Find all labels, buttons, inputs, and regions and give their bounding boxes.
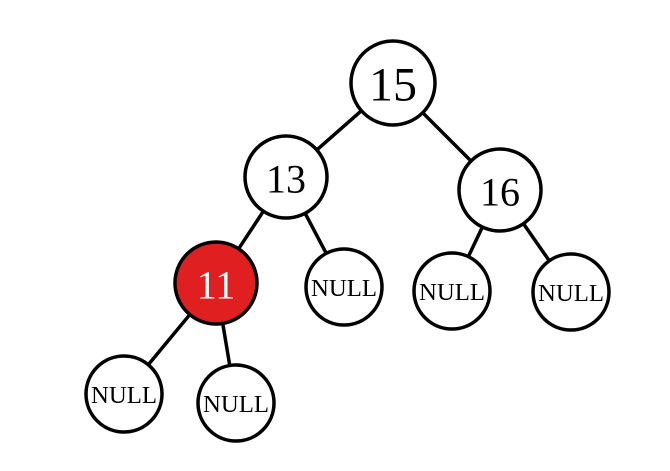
node-circle-n15 bbox=[349, 39, 437, 127]
node-label-n13r: NULL bbox=[311, 276, 377, 302]
node-circle-n16r bbox=[531, 252, 611, 332]
node-circle-n16l bbox=[412, 251, 492, 331]
node-label-n11l: NULL bbox=[91, 383, 157, 409]
edge-n16-n16r bbox=[521, 221, 552, 263]
node-label-n16r: NULL bbox=[538, 281, 604, 307]
edge-n16-n16l bbox=[466, 225, 485, 259]
tree-node-n11l: NULL bbox=[84, 354, 164, 434]
node-circle-n11l bbox=[84, 354, 164, 434]
node-label-n15: 15 bbox=[369, 59, 417, 112]
tree-node-n13r: NULL bbox=[304, 247, 384, 327]
tree-nodes: 15 13 16 11 NULL NULL NULL NULL NULL bbox=[84, 39, 611, 443]
edge-n15-n16 bbox=[420, 110, 473, 163]
tree-edges bbox=[146, 108, 552, 368]
node-circle-n16 bbox=[457, 147, 543, 233]
tree-node-n13: 13 bbox=[243, 134, 329, 220]
node-label-n13: 13 bbox=[266, 157, 306, 202]
tree-node-n15: 15 bbox=[349, 39, 437, 127]
edge-n15-n13 bbox=[315, 108, 364, 152]
edge-n13-n13r bbox=[303, 211, 329, 256]
tree-node-n11r: NULL bbox=[196, 363, 276, 443]
node-label-n11r: NULL bbox=[203, 392, 269, 418]
tree-node-n16: 16 bbox=[457, 147, 543, 233]
edge-n11-n11r bbox=[220, 321, 232, 368]
node-label-n11: 11 bbox=[197, 263, 236, 308]
node-label-n16l: NULL bbox=[419, 280, 485, 306]
edge-n13-n11 bbox=[236, 209, 266, 251]
node-circle-n13r bbox=[304, 247, 384, 327]
tree-node-n16l: NULL bbox=[412, 251, 492, 331]
edge-n11-n11l bbox=[146, 312, 192, 367]
node-label-n16: 16 bbox=[480, 170, 520, 215]
tree-node-n11: 11 bbox=[173, 240, 259, 326]
tree-node-n16r: NULL bbox=[531, 252, 611, 332]
node-circle-n11 bbox=[173, 240, 259, 326]
node-circle-n11r bbox=[196, 363, 276, 443]
node-circle-n13 bbox=[243, 134, 329, 220]
